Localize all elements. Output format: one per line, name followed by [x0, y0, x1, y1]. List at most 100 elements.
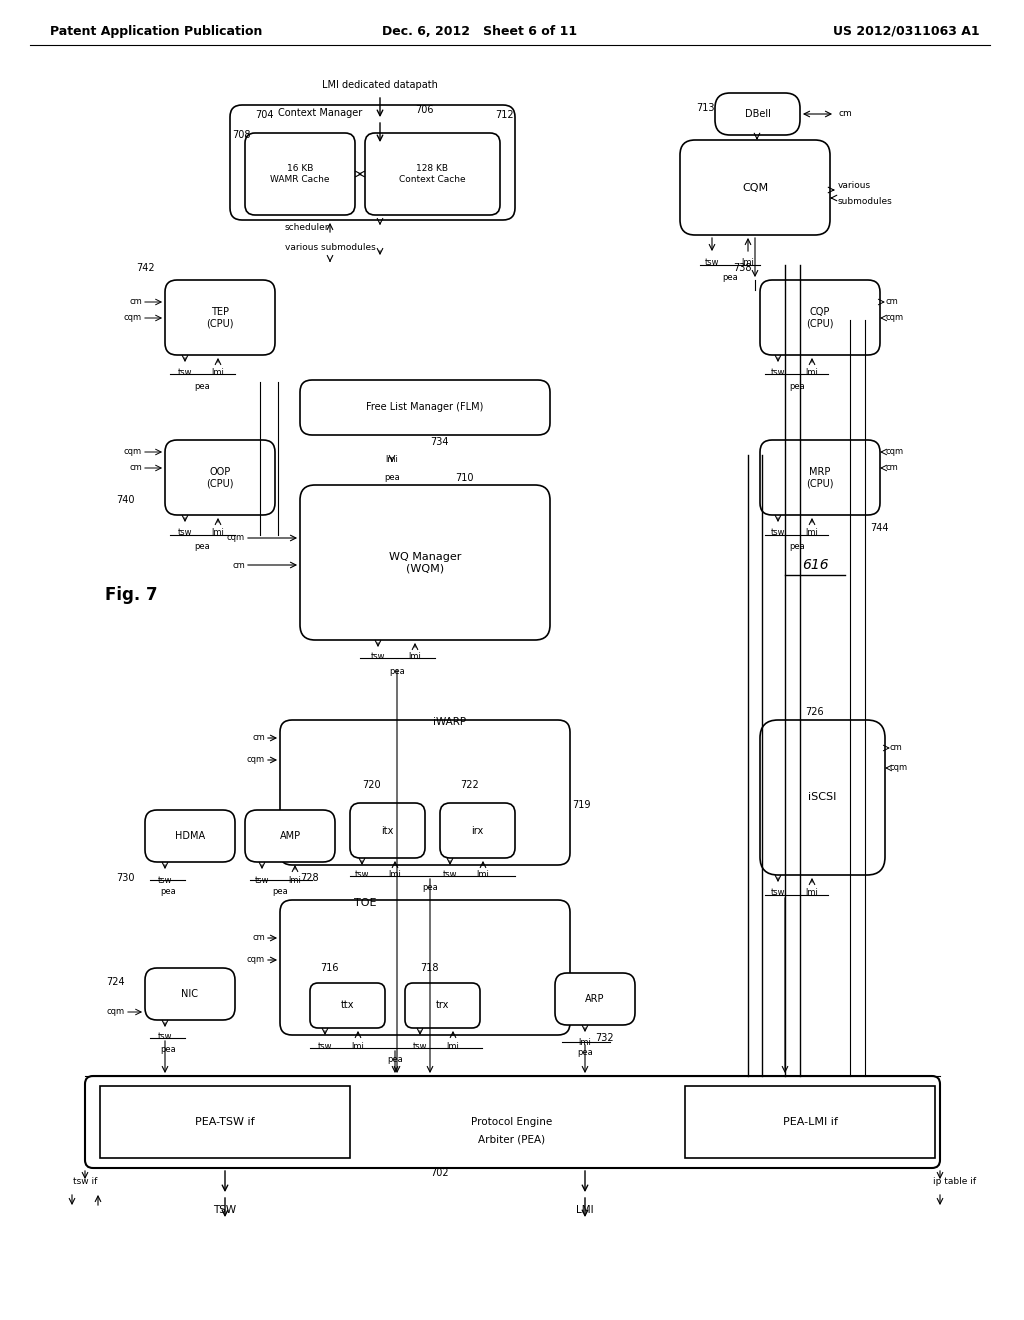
- Text: tsw: tsw: [178, 528, 193, 537]
- Text: lmi: lmi: [351, 1041, 365, 1051]
- Text: pea: pea: [790, 543, 805, 550]
- FancyBboxPatch shape: [760, 719, 885, 875]
- FancyBboxPatch shape: [555, 973, 635, 1026]
- Text: pea: pea: [422, 883, 438, 892]
- Text: TOE: TOE: [353, 898, 376, 908]
- Text: 719: 719: [572, 800, 591, 810]
- Text: irx: irx: [471, 825, 483, 836]
- Text: tsw: tsw: [317, 1041, 332, 1051]
- Text: itx: itx: [381, 825, 393, 836]
- Text: tsw: tsw: [354, 870, 370, 879]
- Text: NIC: NIC: [181, 989, 199, 999]
- Text: cqm: cqm: [227, 533, 245, 543]
- FancyBboxPatch shape: [145, 968, 234, 1020]
- Text: pea: pea: [790, 381, 805, 391]
- FancyBboxPatch shape: [165, 280, 275, 355]
- FancyBboxPatch shape: [365, 133, 500, 215]
- Text: trx: trx: [436, 1001, 450, 1011]
- Text: Patent Application Publication: Patent Application Publication: [50, 25, 262, 38]
- Text: pea: pea: [195, 543, 210, 550]
- Text: cqm: cqm: [106, 1007, 125, 1016]
- FancyBboxPatch shape: [280, 719, 570, 865]
- Text: pea: pea: [722, 273, 738, 282]
- Text: lmi: lmi: [212, 528, 224, 537]
- Text: 128 KB
Context Cache: 128 KB Context Cache: [399, 164, 466, 183]
- Text: 706: 706: [415, 106, 433, 115]
- Text: cqm: cqm: [885, 447, 903, 457]
- Text: 732: 732: [595, 1034, 613, 1043]
- Text: TSW: TSW: [213, 1205, 237, 1214]
- Text: LMI dedicated datapath: LMI dedicated datapath: [323, 81, 438, 90]
- Text: tsw: tsw: [771, 528, 785, 537]
- Text: cqm: cqm: [247, 956, 265, 965]
- FancyBboxPatch shape: [350, 803, 425, 858]
- Text: tsw: tsw: [413, 1041, 427, 1051]
- Bar: [100, 1086, 350, 1158]
- Text: cm: cm: [885, 297, 898, 306]
- FancyBboxPatch shape: [280, 900, 570, 1035]
- Text: 710: 710: [455, 473, 473, 483]
- Text: cqm: cqm: [124, 447, 142, 457]
- Text: lmi: lmi: [386, 455, 398, 465]
- Text: lmi: lmi: [806, 528, 818, 537]
- Text: 702: 702: [430, 1168, 449, 1177]
- Text: 722: 722: [460, 780, 479, 789]
- Text: 738: 738: [733, 263, 752, 273]
- Text: lmi: lmi: [289, 876, 301, 884]
- Text: pea: pea: [578, 1048, 593, 1057]
- Text: Fig. 7: Fig. 7: [105, 586, 158, 605]
- Text: ttx: ttx: [341, 1001, 354, 1011]
- FancyBboxPatch shape: [245, 810, 335, 862]
- Text: 740: 740: [117, 495, 135, 506]
- Text: lmi: lmi: [741, 257, 755, 267]
- FancyBboxPatch shape: [145, 810, 234, 862]
- FancyBboxPatch shape: [300, 380, 550, 436]
- Text: lmi: lmi: [579, 1038, 592, 1047]
- Text: AMP: AMP: [280, 832, 301, 841]
- Text: tsw: tsw: [705, 257, 719, 267]
- FancyBboxPatch shape: [715, 92, 800, 135]
- Text: 704: 704: [255, 110, 273, 120]
- Text: pea: pea: [272, 887, 288, 896]
- Text: iWARP: iWARP: [433, 717, 467, 727]
- Text: 724: 724: [106, 977, 125, 987]
- Text: tsw: tsw: [178, 368, 193, 378]
- Text: 726: 726: [805, 708, 823, 717]
- Text: 712: 712: [495, 110, 514, 120]
- Text: cqm: cqm: [247, 755, 265, 764]
- Text: tsw: tsw: [158, 876, 172, 884]
- Text: cm: cm: [890, 743, 903, 752]
- Text: cm: cm: [232, 561, 245, 569]
- Text: 744: 744: [870, 523, 889, 533]
- FancyBboxPatch shape: [165, 440, 275, 515]
- Text: 742: 742: [136, 263, 155, 273]
- Text: various submodules: various submodules: [285, 243, 376, 252]
- Text: pea: pea: [160, 887, 176, 896]
- Text: tsw: tsw: [255, 876, 269, 884]
- Text: tsw: tsw: [771, 888, 785, 898]
- Text: cm: cm: [129, 297, 142, 306]
- Text: pea: pea: [387, 1055, 402, 1064]
- Text: lmi: lmi: [446, 1041, 460, 1051]
- Text: CQP
(CPU): CQP (CPU): [806, 306, 834, 329]
- Text: cm: cm: [252, 734, 265, 742]
- Text: ARP: ARP: [586, 994, 605, 1005]
- Text: cqm: cqm: [124, 314, 142, 322]
- FancyBboxPatch shape: [680, 140, 830, 235]
- Text: iSCSI: iSCSI: [808, 792, 837, 803]
- Text: PEA-TSW if: PEA-TSW if: [196, 1117, 255, 1127]
- Text: lmi: lmi: [806, 888, 818, 898]
- Text: Protocol Engine: Protocol Engine: [471, 1117, 553, 1127]
- Text: 720: 720: [362, 780, 381, 789]
- Text: 730: 730: [117, 873, 135, 883]
- Text: cm: cm: [252, 933, 265, 942]
- Text: scheduler: scheduler: [285, 223, 330, 232]
- Bar: [685, 1086, 935, 1158]
- Text: lmi: lmi: [212, 368, 224, 378]
- Text: tsw if: tsw if: [73, 1177, 97, 1187]
- Text: submodules: submodules: [838, 198, 893, 206]
- Text: lmi: lmi: [806, 368, 818, 378]
- Text: tsw: tsw: [158, 1032, 172, 1041]
- Text: cqm: cqm: [885, 314, 903, 322]
- Text: US 2012/0311063 A1: US 2012/0311063 A1: [834, 25, 980, 38]
